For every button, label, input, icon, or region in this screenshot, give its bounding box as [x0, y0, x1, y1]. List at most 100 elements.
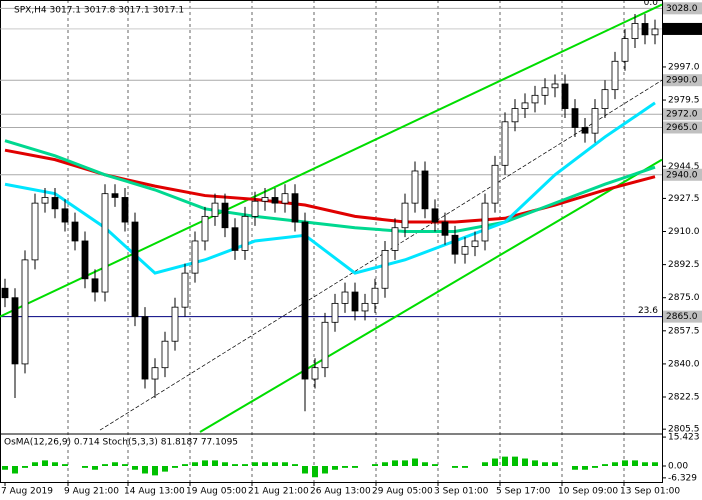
indicator-tick-label: 15.423 — [668, 433, 700, 443]
candle-body — [491, 164, 499, 204]
candle-body — [71, 221, 79, 242]
indicator-title: OsMA(12,26,9) 0.714 Stoch(5,3,3) 81.8187… — [4, 438, 238, 448]
y-tick-label: 2875.0 — [668, 293, 700, 303]
y-tick-label: 2822.5 — [668, 393, 700, 403]
candle-body — [161, 340, 169, 369]
candle-body — [131, 221, 139, 318]
osma-bar — [252, 462, 258, 466]
candle-body — [461, 246, 469, 255]
candle-body — [41, 197, 49, 204]
osma-bar — [102, 464, 108, 466]
osma-bar — [482, 462, 488, 466]
osma-bar — [622, 460, 628, 466]
x-tick-label: 3 Sep 01:00 — [434, 487, 489, 497]
osma-bar — [602, 464, 608, 466]
osma-bar — [2, 466, 8, 470]
osma-bar — [242, 464, 248, 466]
osma-bar — [232, 464, 238, 466]
candle-body — [481, 202, 489, 242]
candle-body — [271, 197, 279, 204]
candle-body — [21, 259, 29, 365]
osma-bar — [612, 462, 618, 466]
osma-bar — [402, 460, 408, 466]
y-tick-label: 2805.5 — [668, 425, 700, 435]
osma-bar — [332, 466, 338, 470]
y-tick-label: 2910.0 — [668, 227, 700, 237]
candle-body — [341, 291, 349, 304]
x-tick-label: 14 Aug 13:00 — [124, 487, 185, 497]
osma-bar — [222, 462, 228, 466]
candle-body — [501, 121, 509, 166]
osma-bar — [432, 464, 438, 466]
candle-body — [151, 367, 159, 380]
level-note: 23.6 — [638, 306, 658, 316]
level-label: 2972.0 — [666, 110, 698, 120]
candle-body — [451, 234, 459, 255]
candle-body — [561, 83, 569, 109]
osma-bar — [202, 460, 208, 466]
indicator-tick-label: -6.329 — [668, 473, 697, 483]
candle-body — [591, 108, 599, 134]
level-label-bg — [663, 121, 702, 134]
level-note: 0.0 — [644, 0, 659, 8]
level-label-bg — [663, 74, 702, 87]
osma-bar — [552, 462, 558, 466]
candle-body — [651, 28, 659, 36]
candle-body — [371, 287, 379, 304]
candle-body — [1, 287, 9, 299]
x-tick-label: 26 Aug 13:00 — [310, 487, 371, 497]
trend-line — [0, 3, 663, 318]
osma-bar — [592, 466, 598, 468]
candle-body — [61, 208, 69, 223]
candle-body — [171, 306, 179, 342]
osma-bar — [282, 462, 288, 466]
osma-bar — [512, 456, 518, 466]
osma-bar — [132, 466, 138, 470]
osma-bar — [372, 464, 378, 466]
moving-average — [4, 139, 656, 234]
candle-body — [471, 240, 479, 248]
x-tick-label: 9 Aug 21:00 — [64, 487, 119, 497]
candle-body — [211, 202, 219, 217]
candle-body — [241, 215, 249, 251]
moving-average — [4, 101, 656, 275]
osma-bar — [572, 466, 578, 470]
level-label: 2940.0 — [666, 170, 698, 180]
candle-body — [411, 170, 419, 204]
level-label: 2965.0 — [666, 123, 698, 133]
level-label: 2865.0 — [666, 312, 698, 322]
y-tick-label: 2892.5 — [668, 260, 700, 270]
osma-bar — [342, 466, 348, 468]
y-tick-label: 2840.0 — [668, 359, 700, 369]
x-tick-label: 21 Aug 21:00 — [248, 487, 309, 497]
osma-bar — [82, 466, 88, 468]
osma-bar — [92, 466, 98, 470]
osma-bar — [652, 462, 658, 466]
osma-bar — [212, 460, 218, 466]
osma-bar — [112, 462, 118, 466]
x-tick-label: 5 Sep 17:00 — [496, 487, 551, 497]
candle-body — [621, 38, 629, 62]
osma-bar — [352, 466, 358, 468]
candle-body — [11, 297, 19, 365]
osma-bar — [582, 466, 588, 470]
candle-body — [321, 321, 329, 369]
candle-body — [301, 221, 309, 380]
x-tick-label: 10 Sep 09:00 — [558, 487, 618, 497]
level-label-bg — [663, 108, 702, 121]
candle-body — [521, 102, 529, 109]
last-price-label: 3017.1 — [666, 24, 698, 34]
trend-line — [199, 158, 663, 433]
osma-bar — [302, 466, 308, 474]
osma-bar — [462, 466, 468, 468]
candle-body — [421, 170, 429, 210]
candle-body — [31, 202, 39, 261]
osma-bar — [52, 462, 58, 466]
osma-bar — [522, 458, 528, 466]
candle-body — [631, 23, 639, 39]
candle-body — [291, 193, 299, 223]
candle-body — [221, 202, 229, 229]
candle-body — [261, 197, 269, 202]
